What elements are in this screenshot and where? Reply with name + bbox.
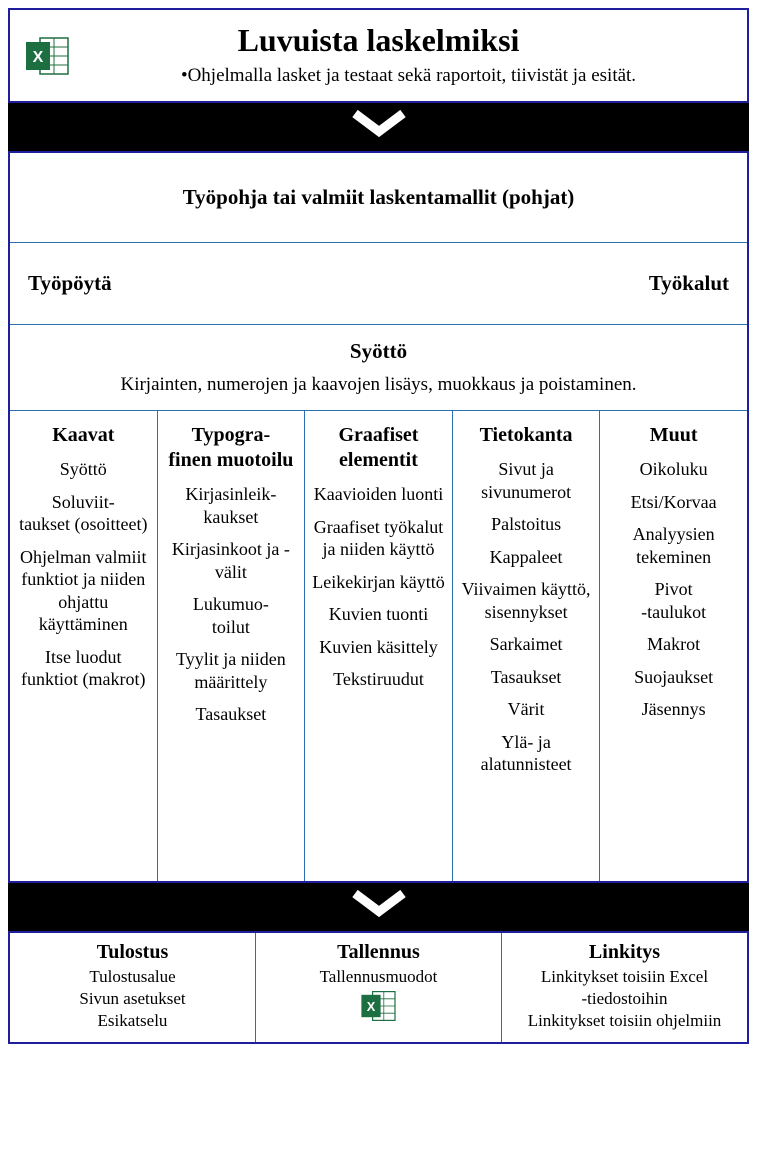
column-item: Kappaleet (459, 546, 594, 569)
column-item: Sivut ja sivunumerot (459, 458, 594, 503)
output-column: TallennusTallennusmuodot X (256, 933, 502, 1042)
feature-column: Graafiset elementit Kaavioiden luonti Graa… (305, 411, 453, 881)
column-item: Ohjelman valmiit funktiot ja niiden ohja… (16, 546, 151, 636)
chevron-down-icon (349, 108, 409, 147)
column-item: Tyylit ja niiden määrittely (164, 648, 299, 693)
output-title: Tallennus (262, 941, 495, 964)
row-input-title: Syöttö (22, 339, 735, 364)
svg-text:X: X (366, 999, 375, 1014)
output-item: Linkitykset toisiin ohjelmiin (508, 1010, 741, 1032)
excel-icon: X (262, 990, 495, 1027)
output-box: TulostusTulostusalueSivun asetuksetEsika… (8, 931, 749, 1044)
svg-text:X: X (33, 49, 44, 66)
row-templates-title: Työpohja tai valmiit laskentamallit (poh… (22, 171, 735, 224)
main-box: Työpohja tai valmiit laskentamallit (poh… (8, 151, 749, 883)
column-item: Tekstiruudut (311, 668, 446, 691)
excel-icon: X (26, 36, 70, 81)
column-item: Graafiset työkalut ja niiden käyttö (311, 516, 446, 561)
column-item: Syöttö (16, 458, 151, 481)
feature-column: Kaavat Syöttö Soluviit-taukset (osoitteet)… (10, 411, 158, 881)
output-column: LinkitysLinkitykset toisiin Excel-tiedos… (502, 933, 747, 1042)
column-item: Ylä- ja alatunnisteet (459, 731, 594, 776)
column-item: Kirjasinleik-kaukset (164, 483, 299, 528)
connector-arrow-1 (8, 103, 749, 151)
row-templates: Työpohja tai valmiit laskentamallit (poh… (10, 153, 747, 243)
column-item: Tasaukset (164, 703, 299, 726)
label-desktop: Työpöytä (28, 271, 112, 296)
feature-column: Tietokanta Sivut ja sivunumerot Palstoitus… (453, 411, 601, 881)
column-item: Makrot (606, 633, 741, 656)
output-column: TulostusTulostusalueSivun asetuksetEsika… (10, 933, 256, 1042)
column-title: Graafiset elementit (311, 423, 446, 473)
row-desktop-tools: Työpöytä Työkalut (10, 243, 747, 325)
output-item: Esikatselu (16, 1010, 249, 1032)
column-item: Viivaimen käyttö, sisennykset (459, 578, 594, 623)
column-item: Lukumuo-toilut (164, 593, 299, 638)
column-item: Etsi/Korvaa (606, 491, 741, 514)
column-title: Kaavat (16, 423, 151, 448)
connector-arrow-2 (8, 883, 749, 931)
row-input: Syöttö Kirjainten, numerojen ja kaavojen… (10, 325, 747, 411)
column-item: Jäsennys (606, 698, 741, 721)
column-item: Leikekirjan käyttö (311, 571, 446, 594)
page-subtitle: •Ohjelmalla lasket ja testaat sekä rapor… (86, 65, 731, 87)
column-item: Palstoitus (459, 513, 594, 536)
output-item: Tulostusalue (16, 966, 249, 988)
feature-columns: Kaavat Syöttö Soluviit-taukset (osoitteet)… (10, 411, 747, 881)
column-item: Soluviit-taukset (osoitteet) (16, 491, 151, 536)
column-item: Kirjasinkoot ja -välit (164, 538, 299, 583)
column-item: Värit (459, 698, 594, 721)
column-item: Kuvien tuonti (311, 603, 446, 626)
title-box: X Luvuista laskelmiksi •Ohjelmalla laske… (8, 8, 749, 103)
column-item: Kaavioiden luonti (311, 483, 446, 506)
column-item: Analyysien tekeminen (606, 523, 741, 568)
column-title: Muut (606, 423, 741, 448)
row-input-sub: Kirjainten, numerojen ja kaavojen lisäys… (22, 374, 735, 396)
column-title: Typogra-finen muotoilu (164, 423, 299, 473)
column-item: Itse luodut funktiot (makrot) (16, 646, 151, 691)
column-item: Oikoluku (606, 458, 741, 481)
feature-column: Typogra-finen muotoilu Kirjasinleik-kauks… (158, 411, 306, 881)
label-tools: Työkalut (649, 271, 729, 296)
column-item: Pivot-taulukot (606, 578, 741, 623)
output-item: Tallennusmuodot (262, 966, 495, 988)
output-title: Linkitys (508, 941, 741, 964)
feature-column: Muut Oikoluku Etsi/Korvaa Analyysien tekemi… (600, 411, 747, 881)
output-item: Sivun asetukset (16, 988, 249, 1010)
output-item: Linkitykset toisiin Excel-tiedostoihin (508, 966, 741, 1010)
column-item: Sarkaimet (459, 633, 594, 656)
chevron-down-icon (349, 888, 409, 927)
page-title: Luvuista laskelmiksi (26, 22, 731, 59)
column-item: Tasaukset (459, 666, 594, 689)
column-title: Tietokanta (459, 423, 594, 448)
column-item: Suojaukset (606, 666, 741, 689)
column-item: Kuvien käsittely (311, 636, 446, 659)
output-title: Tulostus (16, 941, 249, 964)
